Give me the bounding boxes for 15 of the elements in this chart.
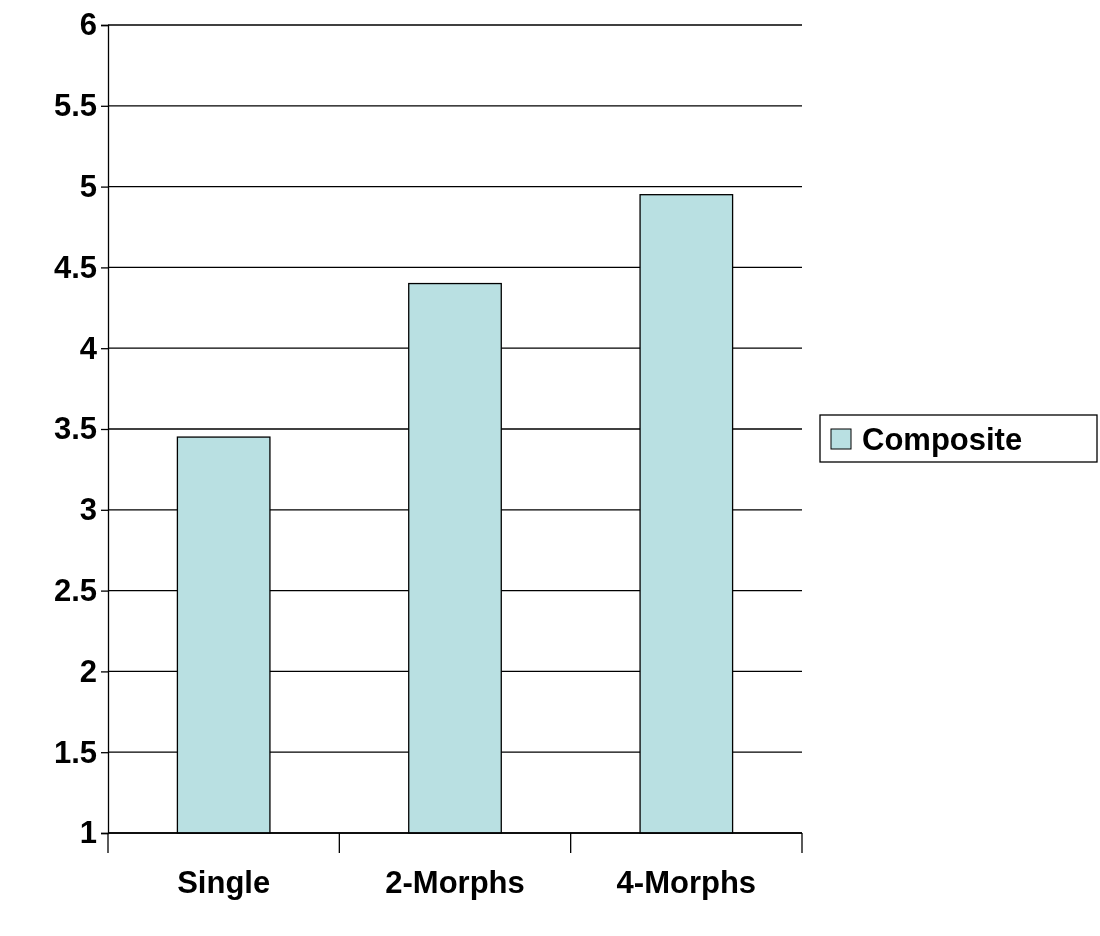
- y-tick-label: 1.5: [53, 734, 97, 770]
- y-tick-label: 2.5: [53, 573, 97, 609]
- x-tick-label: 4-Morphs: [616, 865, 757, 900]
- y-tick-label: 4: [79, 330, 98, 366]
- y-tick-label: 1: [79, 815, 97, 851]
- y-tick-label: 3.5: [53, 411, 97, 447]
- x-tick-label: 2-Morphs: [385, 865, 525, 900]
- x-tick-label: Single: [177, 865, 271, 900]
- y-tick-label: 5: [79, 169, 97, 205]
- y-tick-label: 3: [79, 492, 97, 528]
- y-tick-label: 4.5: [53, 249, 97, 285]
- y-tick-label: 6: [79, 7, 97, 43]
- y-tick-label: 2: [79, 653, 97, 689]
- legend-label: Composite: [862, 422, 1023, 457]
- y-tick-label: 5.5: [53, 88, 97, 124]
